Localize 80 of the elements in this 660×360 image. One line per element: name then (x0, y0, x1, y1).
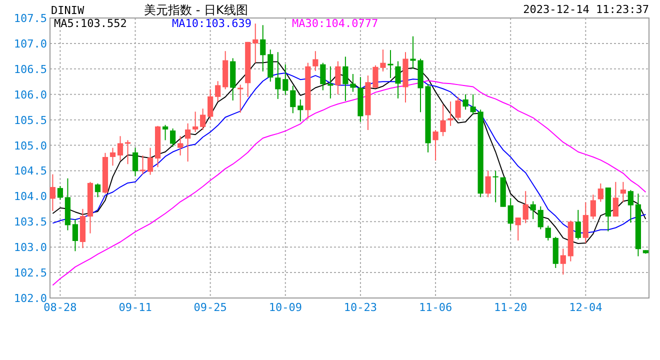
candlestick (560, 248, 566, 276)
candlestick (208, 88, 214, 120)
y-tick-label: 102.5 (14, 266, 47, 280)
candlestick (335, 60, 341, 95)
candlestick (612, 181, 618, 218)
candlestick (215, 80, 221, 102)
candlestick (508, 198, 514, 231)
candlestick (132, 147, 138, 177)
candlestick (575, 209, 581, 240)
candlestick (282, 64, 288, 96)
candlestick (57, 186, 64, 200)
y-tick-label: 105.5 (14, 114, 47, 127)
candlestick (320, 62, 326, 91)
chart-subtitle: DINIW (51, 4, 84, 17)
candlestick (170, 128, 176, 148)
candlestick (192, 111, 198, 133)
candlestick (252, 23, 258, 64)
y-tick-label: 107.0 (14, 37, 47, 50)
candlestick (298, 98, 304, 122)
text: 2023-12-14 11:23:37 (523, 3, 649, 16)
y-tick-label: 103.0 (14, 241, 47, 254)
x-tick-label: 11-20 (494, 301, 528, 314)
candlestick (448, 100, 454, 126)
candlestick (388, 50, 394, 79)
candlestick (620, 181, 626, 203)
y-tick-label: 105.0 (14, 139, 47, 152)
y-tick-label: 106.5 (14, 62, 47, 76)
candlestick (582, 202, 588, 244)
candlestick (545, 225, 551, 241)
candlestick (162, 124, 168, 141)
candlestick (72, 218, 78, 252)
text: MA5:103.552 (54, 17, 127, 30)
candlestick (538, 206, 544, 230)
candlestick (485, 170, 491, 198)
text: MA30:104.0777 (292, 17, 378, 30)
candlestick (395, 60, 401, 99)
y-tick-label: 104.5 (14, 164, 47, 178)
candlestick (530, 200, 536, 220)
candlestick (342, 56, 348, 102)
candlestick (515, 217, 521, 241)
y-tick-label: 107.5 (14, 12, 47, 25)
x-tick-label: 10-23 (344, 301, 378, 314)
candlestick (598, 182, 604, 202)
y-tick-label: 106.0 (14, 88, 47, 102)
candlestick (470, 94, 476, 116)
x-tick-label: 11-06 (418, 301, 452, 314)
candlestick (350, 74, 356, 92)
candlestick (275, 52, 281, 100)
candlestick (492, 170, 498, 203)
candlestick (94, 182, 101, 198)
y-tick-label: 103.5 (14, 216, 47, 229)
chart-title: 美元指数 - 日K线图 (144, 3, 248, 17)
candlestick (117, 136, 124, 162)
candlestick (455, 96, 461, 120)
candlestick (50, 174, 56, 212)
candlestick (328, 66, 334, 99)
line-series (52, 80, 646, 286)
x-tick-label: 09-25 (194, 301, 227, 314)
candlestick (110, 147, 116, 166)
candlestick (628, 190, 634, 224)
candlestick (290, 85, 296, 114)
candlestick (268, 49, 274, 82)
candlestick (200, 108, 206, 130)
candlestick (462, 94, 468, 110)
x-tick-label: 12-04 (569, 301, 603, 314)
text: MA10:103.639 (172, 17, 252, 30)
x-tick-label: 10-09 (268, 301, 302, 314)
candlestick (238, 84, 244, 114)
candlestick (312, 50, 318, 72)
candlestick (124, 140, 131, 165)
candlestick (185, 122, 191, 162)
candlestick (260, 24, 266, 72)
x-tick-label: 09-11 (118, 301, 152, 314)
candlestick (147, 147, 154, 176)
candlestick (140, 154, 146, 175)
candlestick (590, 194, 596, 220)
candlestick (522, 190, 528, 224)
x-tick-label: 08-28 (44, 301, 77, 314)
y-tick-label: 104.0 (14, 190, 47, 204)
candlestick (178, 136, 184, 156)
